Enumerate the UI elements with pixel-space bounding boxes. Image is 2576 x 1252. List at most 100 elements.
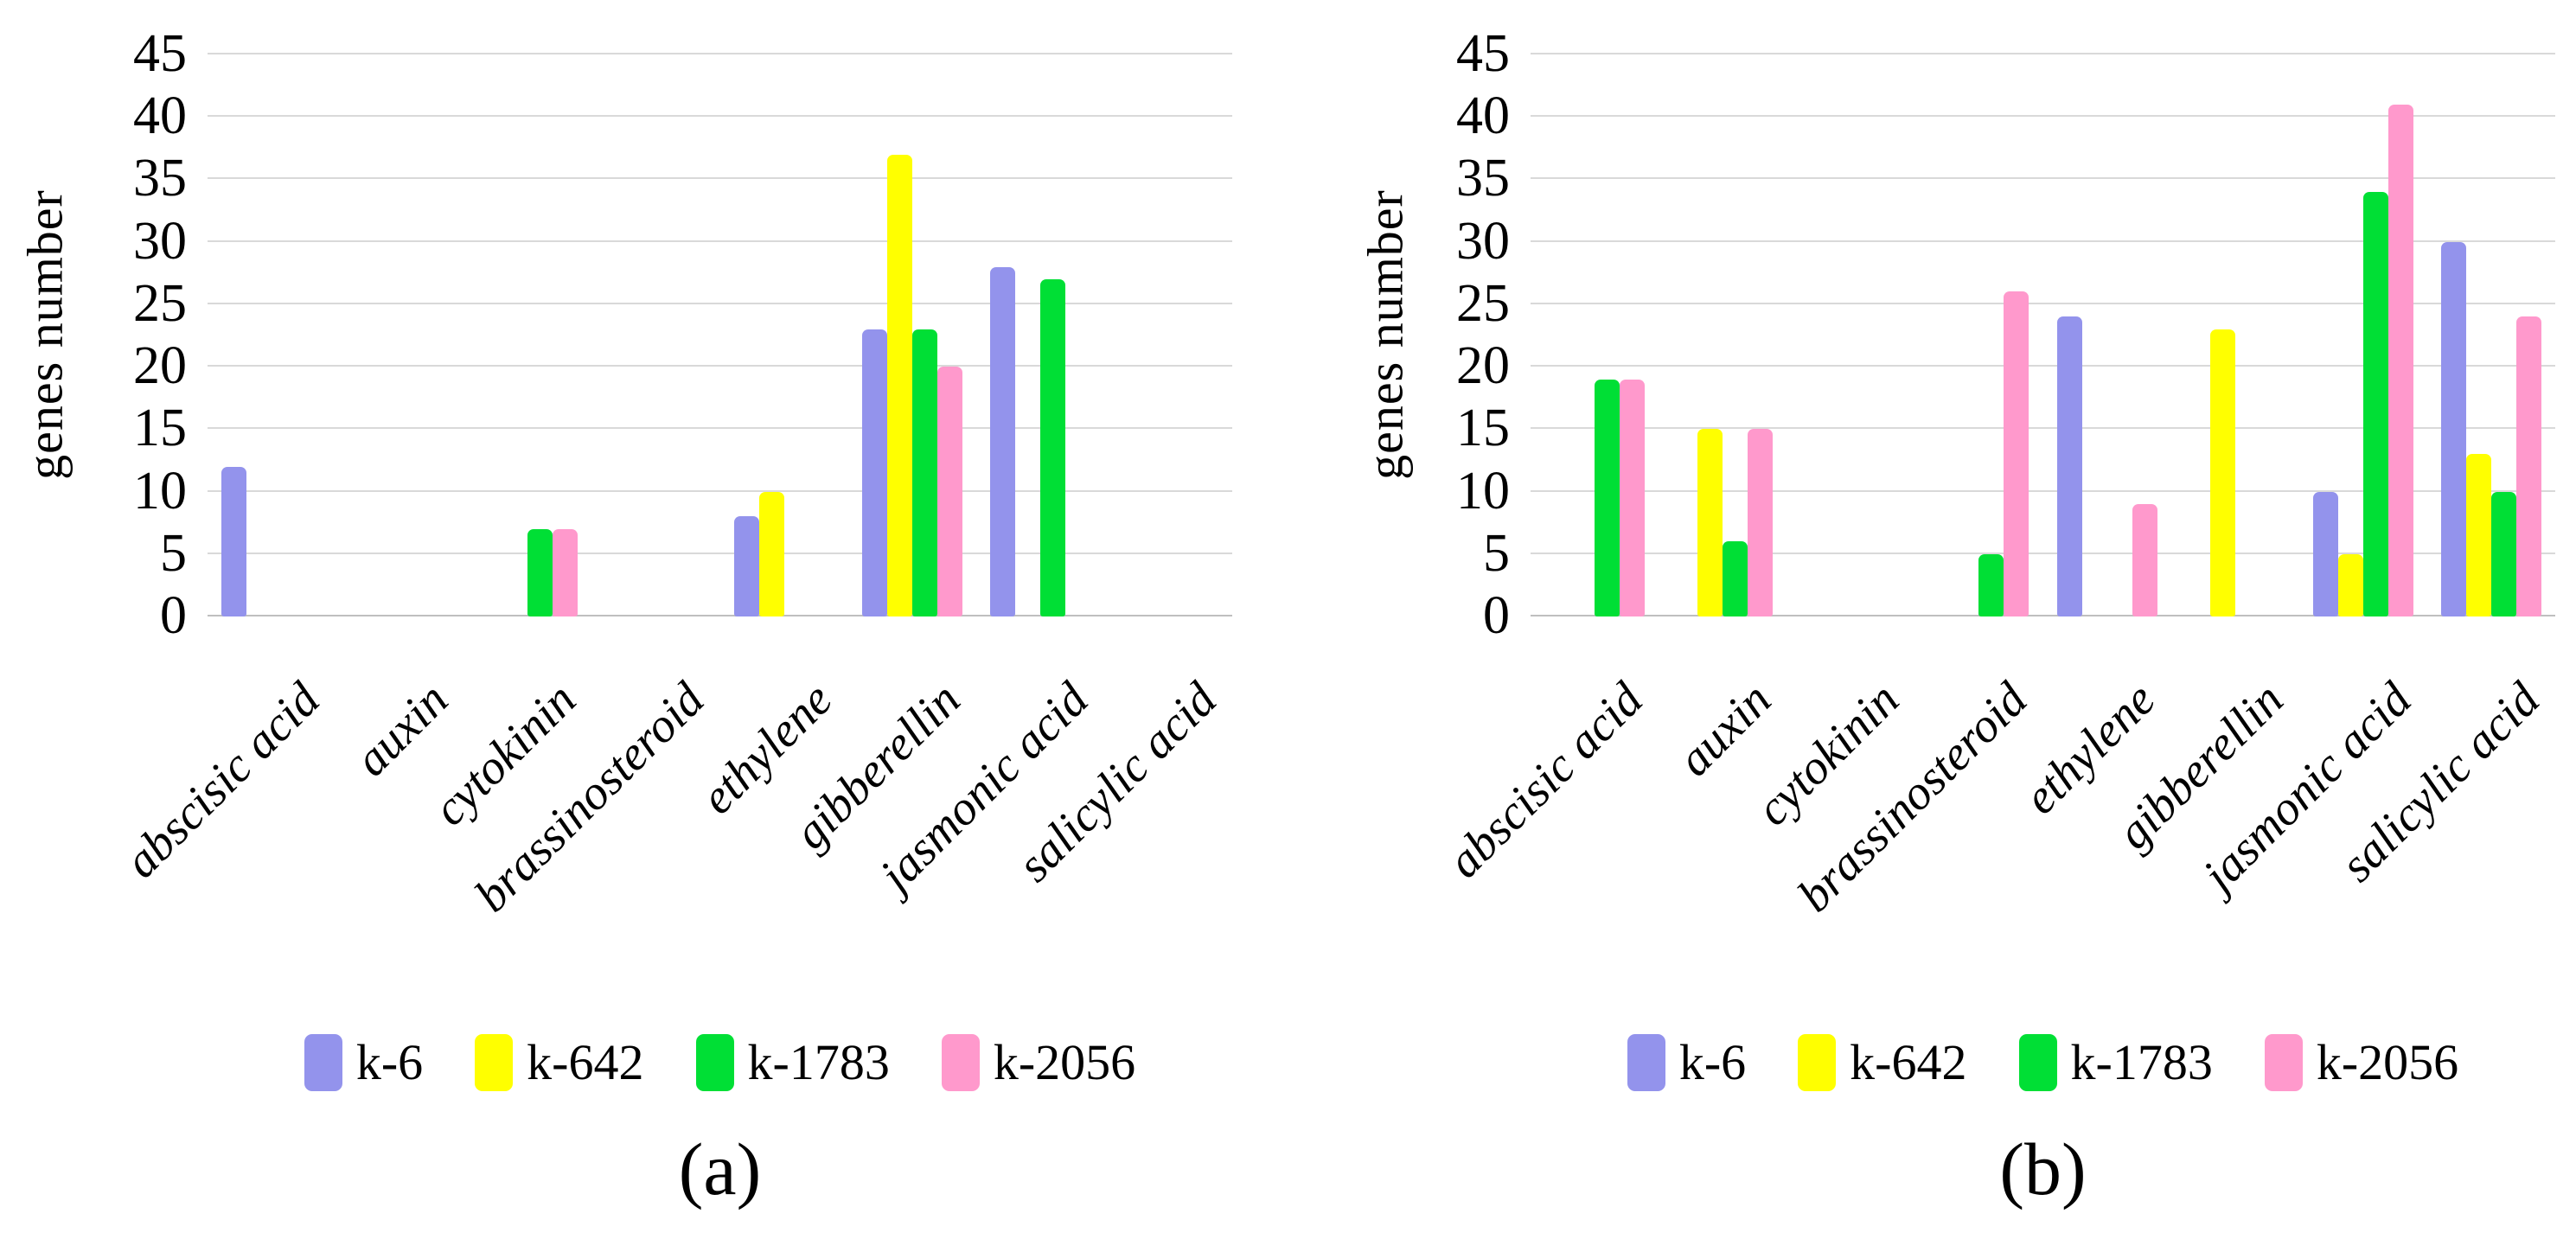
bar-group-salicylic-acid: [1104, 54, 1232, 616]
x-axis-label-brassinosteroid: brassinosteroid: [464, 673, 715, 923]
bar-group-auxin: [336, 54, 463, 616]
y-tick-label: 40: [1456, 86, 1510, 146]
bar-auxin-k-642: [1697, 429, 1723, 616]
legend-swatch-k-1783: [2018, 1034, 2057, 1091]
gridline-20: [208, 365, 1232, 367]
bar-gibberellin-k-642: [2209, 329, 2235, 616]
legend-swatch-k-1783: [695, 1034, 734, 1091]
bar-cytokinin-k-1783: [527, 528, 553, 616]
gridline-40: [208, 115, 1232, 118]
panel-caption: (a): [678, 1127, 762, 1210]
x-axis-label-auxin: auxin: [1667, 673, 1782, 787]
bar-group-abscisic-acid: [1531, 54, 1659, 616]
y-tick-label: 20: [1456, 336, 1510, 396]
bar-ethylene-k-6: [2056, 316, 2082, 616]
gridline-30: [1531, 240, 2555, 242]
y-tick-label: 45: [1456, 24, 1510, 83]
bar-gibberellin-k-1783: [911, 329, 937, 616]
x-axis-line: [1531, 615, 2555, 616]
legend-label: k-642: [1850, 1034, 1967, 1090]
gridline-25: [1531, 302, 2555, 304]
y-axis-ticks: 0 5 10 15 20 25 30 35 40 45: [0, 24, 187, 645]
bar-group-auxin: [1659, 54, 1787, 616]
gridline-5: [208, 552, 1232, 554]
legend-entry-k-1783: k-1783: [2018, 1034, 2213, 1091]
y-tick-label: 30: [133, 211, 187, 271]
legend-label: k-6: [1678, 1034, 1747, 1090]
bar-gibberellin-k-642: [886, 154, 912, 616]
x-axis-label-abscisic-acid: abscisic acid: [114, 673, 330, 889]
legend-label: k-2056: [2316, 1034, 2459, 1090]
legend: k-6 k-642 k-1783 k-2056: [1531, 1034, 2555, 1091]
y-tick-label: 35: [133, 149, 187, 208]
bar-group-cytokinin: [1787, 54, 1914, 616]
y-tick-label: 35: [1456, 149, 1510, 208]
legend-label: k-642: [527, 1034, 644, 1090]
bar-group-abscisic-acid: [208, 54, 336, 616]
bar-jasmonic-acid-k-642: [2337, 553, 2363, 616]
bar-jasmonic-acid-k-6: [989, 266, 1015, 616]
bar-group-cytokinin: [463, 54, 591, 616]
bar-jasmonic-acid-k-1783: [2362, 191, 2388, 616]
bar-ethylene-k-642: [758, 491, 784, 616]
legend-entry-k-1783: k-1783: [695, 1034, 890, 1091]
y-tick-label: 20: [133, 336, 187, 396]
bar-group-brassinosteroid: [591, 54, 719, 616]
y-tick-label: 10: [133, 461, 187, 521]
legend-entry-k-6: k-6: [304, 1034, 423, 1091]
legend: k-6 k-642 k-1783 k-2056: [208, 1034, 1232, 1091]
legend-label: k-2056: [993, 1034, 1136, 1090]
bar-salicylic-acid-k-2056: [2515, 316, 2541, 616]
bar-jasmonic-acid-k-6: [2312, 491, 2338, 616]
bar-abscisic-acid-k-1783: [1595, 379, 1620, 616]
x-axis-line: [208, 615, 1232, 616]
bar-group-brassinosteroid: [1914, 54, 2042, 616]
y-tick-label: 5: [1483, 523, 1510, 583]
y-axis-ticks: 0 5 10 15 20 25 30 35 40 45: [1288, 24, 1510, 645]
bar-salicylic-acid-k-6: [2440, 241, 2466, 616]
bar-ethylene-k-2056: [2132, 504, 2157, 616]
bar-groups: [1531, 54, 2555, 616]
bar-auxin-k-2056: [1748, 429, 1774, 616]
y-tick-label: 25: [133, 273, 187, 333]
bar-cytokinin-k-2056: [553, 528, 578, 616]
bar-abscisic-acid-k-6: [221, 466, 247, 616]
gridline-35: [208, 177, 1232, 180]
bar-group-salicylic-acid: [2427, 54, 2555, 616]
panel-caption: (b): [1999, 1127, 2087, 1210]
x-axis-labels: abscisic acid auxin cytokinin brassinostero…: [1437, 616, 2555, 1036]
bar-group-jasmonic-acid: [2299, 54, 2427, 616]
gridline-25: [208, 302, 1232, 304]
legend-entry-k-642: k-642: [475, 1034, 644, 1091]
y-tick-label: 15: [133, 399, 187, 458]
bar-salicylic-acid-k-1783: [2490, 491, 2516, 616]
bar-salicylic-acid-k-642: [2465, 454, 2491, 616]
x-axis-label-brassinosteroid: brassinosteroid: [1787, 673, 2038, 923]
bar-brassinosteroid-k-2056: [2004, 291, 2029, 616]
bar-jasmonic-acid-k-2056: [2387, 104, 2413, 616]
legend-entry-k-2056: k-2056: [941, 1034, 1136, 1091]
gridline-45: [1531, 53, 2555, 54]
bar-group-ethylene: [2043, 54, 2171, 616]
gridline-15: [208, 427, 1232, 430]
gridline-5: [1531, 552, 2555, 554]
legend-swatch-k-6: [1627, 1034, 1665, 1091]
gridline-35: [1531, 177, 2555, 180]
bar-group-gibberellin: [848, 54, 976, 616]
legend-entry-k-6: k-6: [1627, 1034, 1746, 1091]
y-tick-label: 30: [1456, 211, 1510, 271]
bar-gibberellin-k-2056: [936, 367, 962, 616]
x-axis-label-abscisic-acid: abscisic acid: [1437, 673, 1653, 889]
bar-auxin-k-1783: [1723, 541, 1748, 616]
y-tick-label: 5: [160, 523, 187, 583]
legend-label: k-6: [355, 1034, 424, 1090]
gridline-20: [1531, 365, 2555, 367]
bar-group-jasmonic-acid: [976, 54, 1104, 616]
plot-area: [208, 53, 1232, 616]
legend-swatch-k-6: [304, 1034, 342, 1091]
legend-label: k-1783: [2070, 1034, 2213, 1090]
legend-swatch-k-2056: [941, 1034, 980, 1091]
legend-swatch-k-642: [475, 1034, 514, 1091]
y-tick-label: 45: [133, 24, 187, 83]
